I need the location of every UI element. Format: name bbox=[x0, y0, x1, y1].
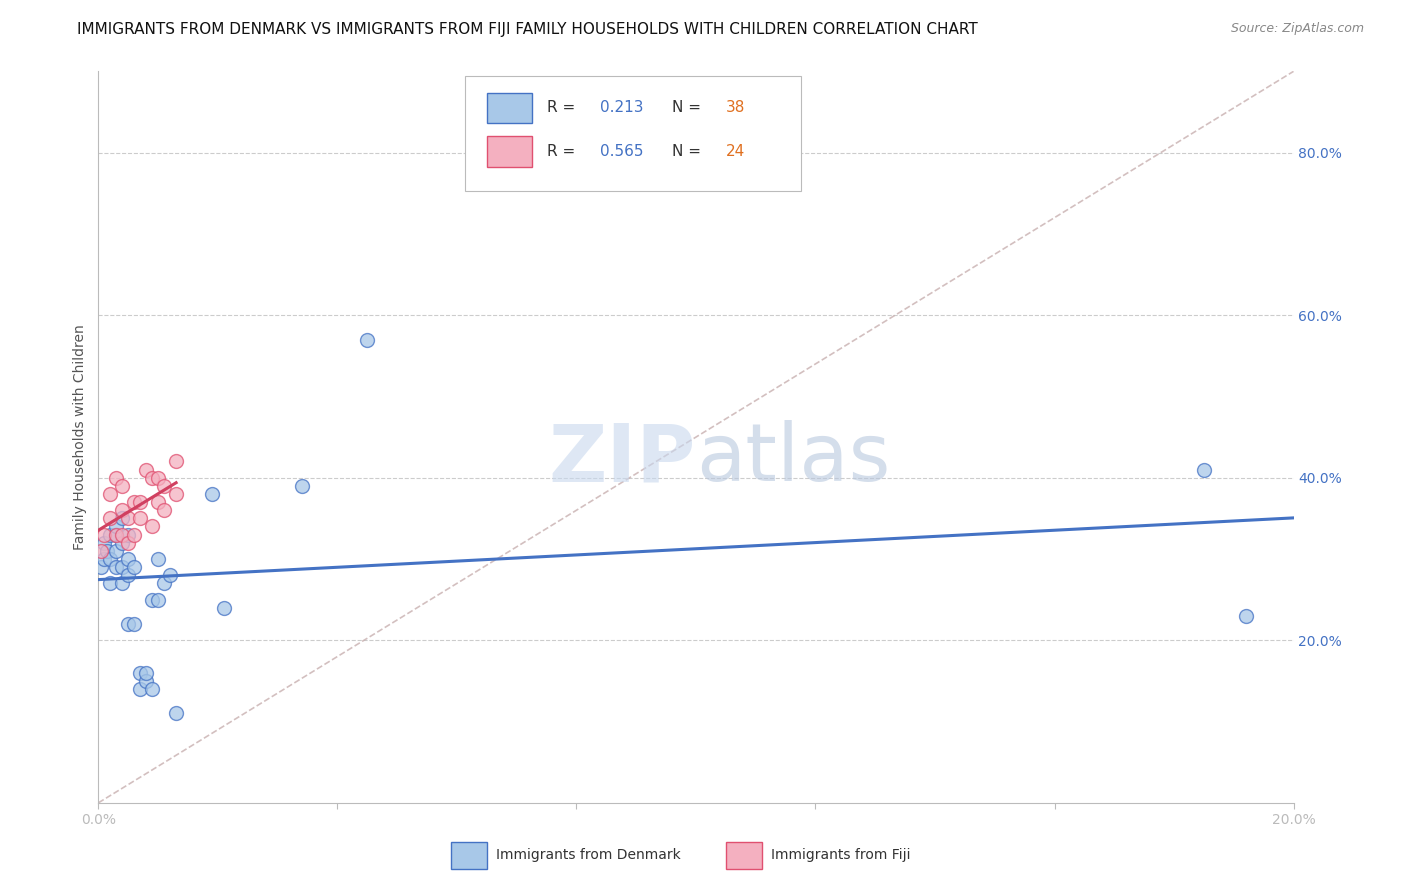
Text: R =: R = bbox=[547, 145, 579, 160]
Point bbox=[98, 552, 122, 566]
Point bbox=[124, 527, 146, 541]
Point bbox=[135, 462, 157, 476]
Point bbox=[291, 479, 314, 493]
Point bbox=[1234, 608, 1257, 623]
Point bbox=[105, 527, 128, 541]
Point bbox=[129, 665, 152, 680]
Point bbox=[148, 471, 170, 485]
Point bbox=[105, 471, 128, 485]
Point bbox=[124, 560, 146, 574]
Point bbox=[153, 479, 176, 493]
Point bbox=[129, 681, 152, 696]
Point bbox=[90, 544, 112, 558]
Text: 0.565: 0.565 bbox=[600, 145, 644, 160]
Y-axis label: Family Households with Children: Family Households with Children bbox=[73, 324, 87, 550]
Point bbox=[141, 592, 163, 607]
Point bbox=[105, 527, 128, 541]
Point bbox=[129, 511, 152, 525]
Point bbox=[111, 479, 134, 493]
Point bbox=[1192, 462, 1215, 476]
Point bbox=[111, 535, 134, 549]
Point bbox=[105, 560, 128, 574]
Point bbox=[93, 535, 115, 549]
Point bbox=[141, 471, 163, 485]
Point bbox=[111, 511, 134, 525]
Point bbox=[356, 333, 378, 347]
Point bbox=[135, 673, 157, 688]
Text: IMMIGRANTS FROM DENMARK VS IMMIGRANTS FROM FIJI FAMILY HOUSEHOLDS WITH CHILDREN : IMMIGRANTS FROM DENMARK VS IMMIGRANTS FR… bbox=[77, 22, 979, 37]
Point bbox=[117, 527, 139, 541]
Text: N =: N = bbox=[672, 101, 706, 115]
Point bbox=[153, 576, 176, 591]
Point bbox=[111, 527, 134, 541]
Point bbox=[148, 495, 170, 509]
Point bbox=[165, 487, 187, 501]
Text: N =: N = bbox=[672, 145, 706, 160]
Point bbox=[129, 495, 152, 509]
Point bbox=[135, 665, 157, 680]
Point bbox=[111, 576, 134, 591]
Point bbox=[124, 617, 146, 632]
Point bbox=[98, 527, 122, 541]
Point bbox=[117, 552, 139, 566]
Text: Immigrants from Denmark: Immigrants from Denmark bbox=[496, 847, 681, 862]
Point bbox=[117, 617, 139, 632]
Point bbox=[117, 568, 139, 582]
Point bbox=[98, 511, 122, 525]
Text: R =: R = bbox=[547, 101, 579, 115]
Point bbox=[111, 503, 134, 517]
Point bbox=[93, 527, 115, 541]
FancyBboxPatch shape bbox=[451, 842, 486, 869]
Text: 38: 38 bbox=[725, 101, 745, 115]
Text: Immigrants from Fiji: Immigrants from Fiji bbox=[772, 847, 911, 862]
Point bbox=[117, 535, 139, 549]
Point bbox=[212, 600, 235, 615]
Text: 24: 24 bbox=[725, 145, 745, 160]
Point bbox=[165, 706, 187, 721]
Point bbox=[148, 552, 170, 566]
Point bbox=[141, 681, 163, 696]
Point bbox=[96, 544, 118, 558]
Point bbox=[105, 544, 128, 558]
Point bbox=[165, 454, 187, 468]
Point bbox=[111, 560, 134, 574]
Point bbox=[105, 519, 128, 533]
FancyBboxPatch shape bbox=[725, 842, 762, 869]
FancyBboxPatch shape bbox=[486, 136, 533, 167]
Point bbox=[93, 552, 115, 566]
Text: 0.213: 0.213 bbox=[600, 101, 644, 115]
Text: atlas: atlas bbox=[696, 420, 890, 498]
Text: Source: ZipAtlas.com: Source: ZipAtlas.com bbox=[1230, 22, 1364, 36]
FancyBboxPatch shape bbox=[465, 77, 801, 191]
FancyBboxPatch shape bbox=[486, 93, 533, 123]
Text: ZIP: ZIP bbox=[548, 420, 696, 498]
Point bbox=[98, 487, 122, 501]
Point bbox=[159, 568, 181, 582]
Point bbox=[141, 519, 163, 533]
Point bbox=[201, 487, 224, 501]
Point bbox=[98, 576, 122, 591]
Point bbox=[148, 592, 170, 607]
Point bbox=[124, 495, 146, 509]
Point bbox=[117, 511, 139, 525]
Point bbox=[153, 503, 176, 517]
Point bbox=[90, 560, 112, 574]
